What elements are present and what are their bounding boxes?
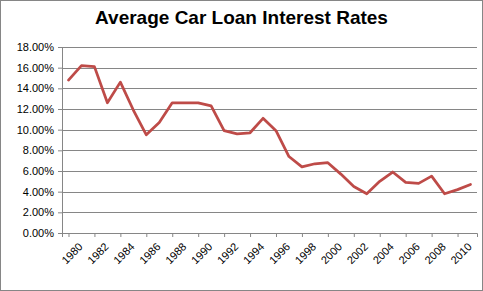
grid-line [62,171,477,172]
x-tick: 1980 [59,233,85,266]
y-tick-mark [58,233,62,234]
x-tick-label: 1984 [111,240,137,266]
x-axis-line [63,234,478,238]
x-tick-label: 1996 [267,240,293,266]
grid-line [62,192,477,193]
x-tick-mark [198,233,199,237]
x-tick-label: 1994 [241,240,267,266]
y-axis-line [58,48,63,234]
y-tick-label: 6.00% [23,165,54,177]
x-tick-label: 1992 [215,240,241,266]
y-tick-label: 10.00% [17,124,55,136]
x-tick-label: 2008 [422,240,448,266]
y-tick-mark [58,68,62,69]
x-tick: 2002 [344,233,370,266]
y-tick-mark [58,171,62,172]
x-tick: 1994 [241,233,267,266]
grid-line [62,130,477,131]
y-tick-mark [58,150,62,151]
x-tick-mark [380,233,381,237]
y-tick-label: 12.00% [17,103,55,115]
x-tick: 2010 [448,233,474,266]
x-tick-mark [146,233,147,237]
x-axis: 1980198219841986198819901992199419961998… [59,233,477,266]
x-tick-mark [94,233,95,237]
x-tick: 2004 [370,233,396,266]
y-axis: 0.00% 2.00% 4.00% 6.00% 8.00% 10.00% 12.00% 14.… [17,41,63,239]
x-tick: 1998 [293,233,319,266]
y-tick-mark [58,212,62,213]
y-tick: 0.00% [23,227,62,239]
y-tick-label: 0.00% [23,227,54,239]
x-tick-mark [172,233,173,237]
x-tick-mark [68,233,69,237]
line [68,66,470,194]
y-tick-label: 8.00% [23,144,54,156]
x-tick-mark [224,233,225,237]
y-tick-mark [58,88,62,89]
grid-line [62,150,477,151]
y-tick: 16.00% [17,62,62,74]
marks [68,66,470,194]
y-tick: 2.00% [23,206,62,218]
chart: Average Car Loan Interest Rates 0.00% 2.00… [0,0,483,291]
grid-line [62,47,477,48]
chart-border [1,1,483,291]
x-tick-label: 2006 [396,240,422,266]
x-tick: 2000 [318,233,344,266]
y-tick: 14.00% [17,82,62,94]
x-tick-label: 1982 [85,240,111,266]
x-tick-mark [354,233,355,237]
x-tick: 1982 [85,233,111,266]
grid-line [62,109,477,110]
x-tick: 1988 [163,233,189,266]
plot: 0.00% 2.00% 4.00% 6.00% 8.00% 10.00% 12.00% 14.… [17,41,478,266]
y-tick: 8.00% [23,144,62,156]
grid-line [62,68,477,69]
y-tick-mark [58,130,62,131]
x-tick-label: 2004 [370,240,396,266]
y-tick: 6.00% [23,165,62,177]
y-tick-mark [58,192,62,193]
y-tick: 4.00% [23,186,62,198]
x-tick: 1984 [111,233,137,266]
x-tick-mark [328,233,329,237]
y-tick: 10.00% [17,124,62,136]
x-tick: 2008 [422,233,448,266]
x-tick: 1992 [215,233,241,266]
grid [62,48,477,234]
x-tick-mark [432,233,433,237]
x-tick-label: 2002 [344,240,370,266]
y-tick-mark [58,47,62,48]
y-tick: 18.00% [17,41,62,53]
x-tick-mark [276,233,277,237]
x-tick: 2006 [396,233,422,266]
title: Average Car Loan Interest Rates [95,7,388,28]
x-tick-label: 1998 [293,240,319,266]
x-tick-label: 1988 [163,240,189,266]
y-tick-label: 14.00% [17,82,55,94]
y-tick-label: 18.00% [17,41,55,53]
y-tick-label: 16.00% [17,62,55,74]
x-tick-label: 1986 [137,240,163,266]
y-tick: 12.00% [17,103,62,115]
x-tick-mark [406,233,407,237]
x-tick-label: 2000 [318,240,344,266]
x-tick-mark [250,233,251,237]
x-tick-mark [302,233,303,237]
y-tick-label: 4.00% [23,186,54,198]
x-tick: 1996 [267,233,293,266]
y-tick-mark [58,109,62,110]
x-tick-label: 1990 [189,240,215,266]
x-tick-label: 2010 [448,240,474,266]
x-tick-label: 1980 [59,240,85,266]
x-tick: 1990 [189,233,215,266]
y-tick-label: 2.00% [23,206,54,218]
x-tick-mark [120,233,121,237]
x-tick-mark [458,233,459,237]
x-tick: 1986 [137,233,163,266]
grid-line [62,212,477,213]
